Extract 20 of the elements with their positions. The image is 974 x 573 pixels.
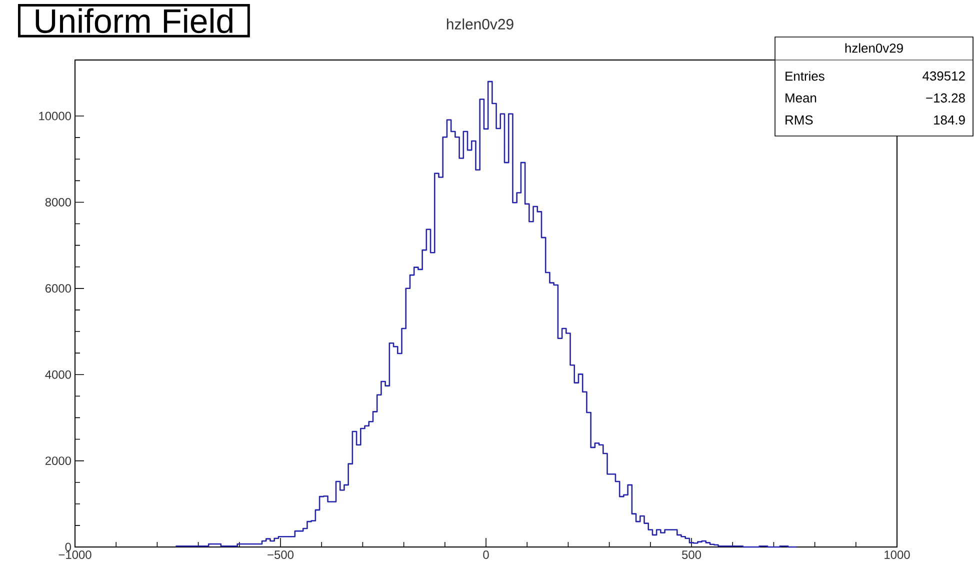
x-tick-label: −500 bbox=[268, 550, 294, 559]
text: Uniform Field bbox=[36, 8, 232, 34]
annotation: Entries bbox=[786, 71, 824, 81]
text: 439512 bbox=[922, 71, 965, 81]
y-tick-label: 0 bbox=[65, 542, 72, 552]
y-tick-label: 2000 bbox=[45, 456, 72, 466]
annotation: Mean bbox=[786, 93, 816, 103]
text: hzlen0v29 bbox=[845, 43, 903, 53]
text: 184.9 bbox=[934, 115, 965, 125]
chart-title: hzlen0v29 bbox=[446, 18, 514, 30]
x-tick-label: 0 bbox=[483, 550, 489, 559]
y-tick-label: 8000 bbox=[45, 198, 72, 206]
text: −13.28 bbox=[926, 93, 965, 103]
x-tick-label: 500 bbox=[682, 550, 702, 559]
y-tick-label: 6000 bbox=[45, 284, 72, 293]
y-tick-label: 10000 bbox=[39, 112, 72, 120]
annotation: RMS bbox=[786, 115, 813, 125]
x-tick-label: −1000 bbox=[58, 550, 92, 559]
x-tick-label: 1000 bbox=[884, 550, 910, 559]
y-tick-label: 4000 bbox=[45, 370, 72, 379]
